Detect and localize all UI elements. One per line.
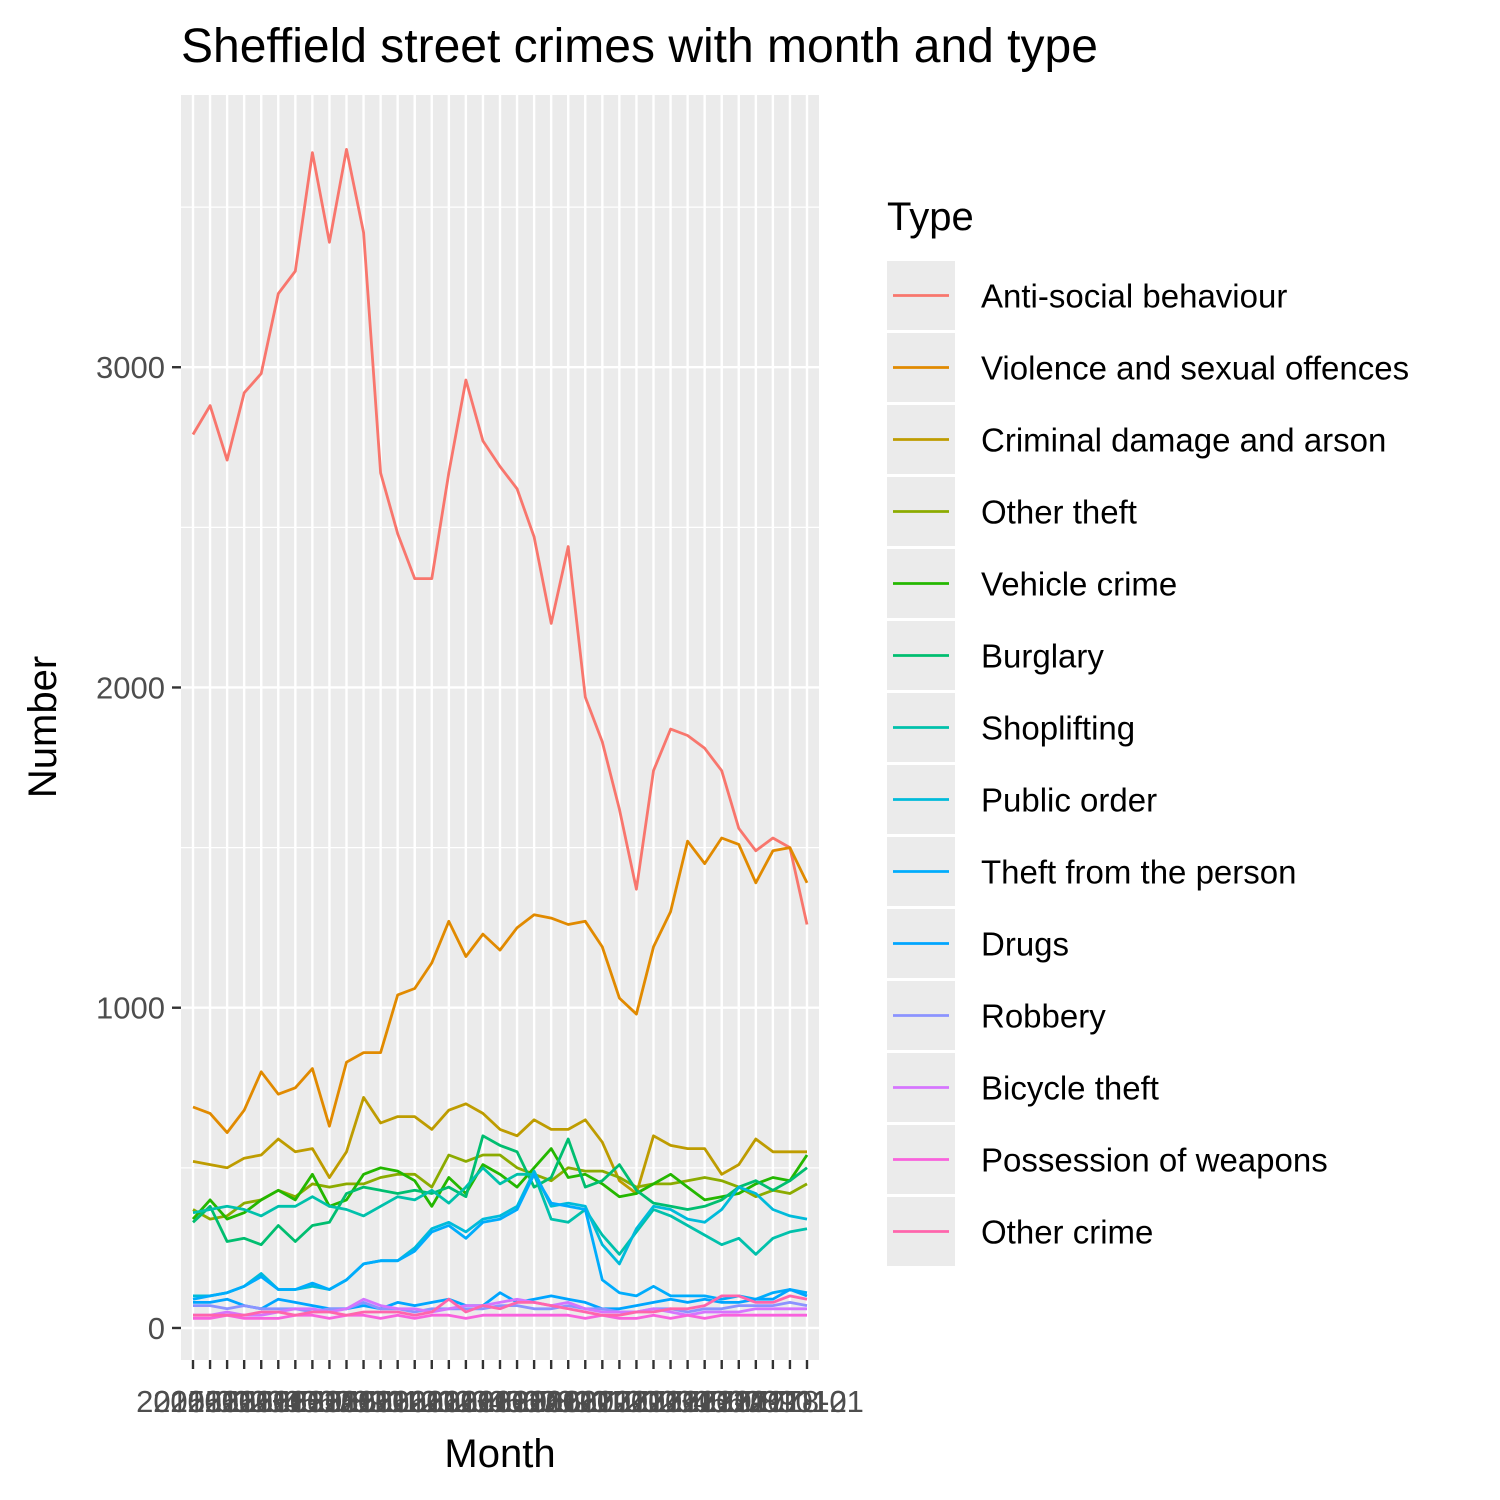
legend-label: Robbery bbox=[981, 998, 1106, 1035]
x-tick-label: 2017-11 bbox=[717, 1384, 828, 1419]
x-tick-label: 2015-08 bbox=[255, 1384, 369, 1419]
legend-label: Shoplifting bbox=[981, 710, 1135, 747]
x-tick-label: 2015-07 bbox=[238, 1384, 352, 1419]
x-tick-label: 2016-08 bbox=[460, 1384, 574, 1419]
legend-label: Other theft bbox=[981, 494, 1137, 531]
x-tick-label: 2015-06 bbox=[221, 1384, 335, 1419]
x-tick-label: 2015-04 bbox=[187, 1384, 301, 1419]
x-tick-label: 2017-07 bbox=[648, 1384, 762, 1419]
series-line-2 bbox=[192, 1096, 807, 1195]
x-tick-label: 2017-10 bbox=[699, 1384, 813, 1419]
chart-title: Sheffield street crimes with month and t… bbox=[181, 20, 1098, 73]
y-tick-label: 0 bbox=[148, 1311, 165, 1346]
x-tick-label: 2016-07 bbox=[443, 1384, 557, 1419]
y-tick-label: 1000 bbox=[96, 991, 165, 1026]
x-tick-label: 2017-06 bbox=[631, 1384, 745, 1419]
y-axis-title: Number bbox=[21, 656, 65, 798]
series-line-3 bbox=[192, 1153, 808, 1221]
legend-label: Burglary bbox=[981, 638, 1104, 675]
legend: Type Anti-social behaviour Violence and s… bbox=[887, 195, 1409, 1266]
x-tick-label: 2017-08 bbox=[665, 1384, 779, 1419]
legend-label: Criminal damage and arson bbox=[981, 422, 1386, 459]
series-line-13 bbox=[193, 1294, 808, 1317]
y-tick-label: 3000 bbox=[96, 350, 165, 385]
series-line-1 bbox=[192, 836, 809, 1134]
x-tick-label: 2015-05 bbox=[204, 1384, 318, 1419]
legend-label: Public order bbox=[981, 782, 1157, 819]
legend-label: Bicycle theft bbox=[981, 1070, 1159, 1107]
x-tick-label: 2017-12 bbox=[733, 1384, 847, 1419]
series-line-8 bbox=[192, 1172, 808, 1301]
x-tick-label: 2016-11 bbox=[512, 1384, 623, 1419]
legend-label: Vehicle crime bbox=[981, 566, 1177, 603]
series-line-0 bbox=[191, 147, 809, 925]
legend-label: Violence and sexual offences bbox=[981, 350, 1409, 387]
x-tick-label: 2016-01 bbox=[341, 1384, 455, 1419]
x-tick-label: 2016-02 bbox=[358, 1384, 472, 1419]
x-tick-label: 2015-09 bbox=[273, 1384, 387, 1419]
legend-label: Possession of weapons bbox=[981, 1142, 1328, 1179]
x-axis-title: Month bbox=[444, 1432, 555, 1476]
grid-lines bbox=[181, 95, 819, 1360]
legend-title: Type bbox=[887, 195, 974, 239]
x-tick-label: 2016-06 bbox=[426, 1384, 540, 1419]
x-tick-label: 2016-09 bbox=[477, 1384, 591, 1419]
x-tick-label: 2017-04 bbox=[597, 1384, 711, 1419]
legend-label: Other crime bbox=[981, 1214, 1153, 1251]
series-lines bbox=[191, 147, 809, 1320]
legend-label: Theft from the person bbox=[981, 854, 1296, 891]
series-line-5 bbox=[192, 1134, 808, 1247]
x-tick-label: 2016-05 bbox=[409, 1384, 523, 1419]
x-tick-label: 2016-03 bbox=[375, 1384, 489, 1419]
x-axis: 2015-012015-022015-032015-042015-052015-… bbox=[136, 1360, 864, 1419]
x-tick-label: 2017-03 bbox=[580, 1384, 694, 1419]
x-tick-label: 2016-12 bbox=[528, 1384, 642, 1419]
x-tick-label: 2016-04 bbox=[392, 1384, 506, 1419]
x-tick-label: 2017-09 bbox=[682, 1384, 796, 1419]
x-tick-label: 2017-01 bbox=[545, 1384, 659, 1419]
series-line-4 bbox=[191, 1147, 809, 1221]
series-line-11 bbox=[193, 1297, 807, 1317]
x-tick-label: 2015-03 bbox=[170, 1384, 284, 1419]
x-tick-label: 2015-11 bbox=[308, 1384, 419, 1419]
y-tick-label: 2000 bbox=[96, 670, 165, 705]
x-tick-label: 2017-05 bbox=[614, 1384, 728, 1419]
series-line-9 bbox=[193, 1288, 808, 1311]
y-axis: 0 1000 2000 3000 bbox=[96, 350, 181, 1346]
legend-label: Anti-social behaviour bbox=[981, 278, 1287, 315]
x-tick-label: 2015-02 bbox=[153, 1384, 267, 1419]
x-tick-label: 2015-10 bbox=[290, 1384, 404, 1419]
x-tick-label: 2017-02 bbox=[562, 1384, 676, 1419]
x-tick-label: 2016-10 bbox=[494, 1384, 608, 1419]
x-tick-label: 2018-01 bbox=[750, 1384, 864, 1419]
x-tick-label: 2015-12 bbox=[324, 1384, 438, 1419]
x-tick-label: 2015-01 bbox=[136, 1384, 250, 1419]
series-line-6 bbox=[192, 1166, 808, 1256]
legend-label: Drugs bbox=[981, 926, 1069, 963]
